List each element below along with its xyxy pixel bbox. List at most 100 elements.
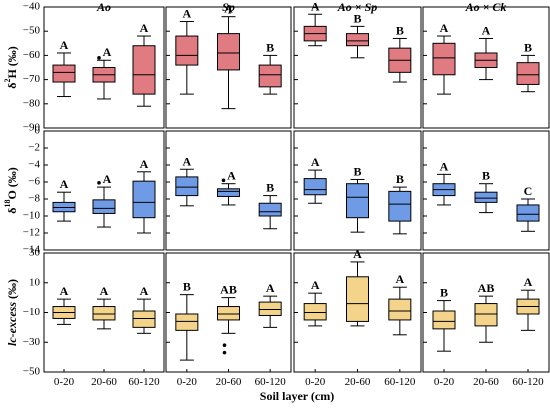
panel-title-0-part-0: Ao — [96, 0, 111, 14]
iqr-box — [303, 178, 327, 196]
x-tick-label-20-60: 20-60 — [216, 376, 242, 388]
significance-letter: A — [482, 23, 491, 37]
y-tick-label-row-2-3: 10 — [29, 276, 41, 288]
iqr-box — [217, 33, 240, 71]
iqr-box — [52, 64, 76, 83]
significance-letter: A — [524, 275, 533, 289]
box-60-120: A — [516, 275, 540, 331]
panel-title-2: Ao × Sp — [337, 0, 378, 14]
significance-letter: AB — [220, 283, 237, 297]
outlier-point — [97, 181, 101, 185]
box-0-20: A — [175, 7, 199, 95]
box-60-120: C — [516, 184, 540, 232]
significance-letter: A — [140, 21, 149, 35]
significance-letter: B — [440, 286, 448, 300]
panel-title-0: Ao — [96, 0, 111, 14]
significance-letter: A — [182, 7, 191, 21]
significance-letter: A — [395, 272, 404, 286]
iqr-box — [175, 35, 199, 66]
significance-letter: A — [224, 2, 233, 16]
y-axis-label-row-0-part-1: 2 — [3, 79, 12, 83]
x-tick-label-0-20: 0-20 — [305, 376, 326, 388]
significance-letter: B — [266, 40, 274, 54]
box-0-20: A — [52, 284, 76, 325]
panel-frame — [422, 6, 550, 129]
y-tick-label-row-1-3: −8 — [28, 193, 40, 205]
iqr-box — [346, 276, 369, 322]
y-tick-label-row-0-3: −60 — [23, 49, 41, 61]
iqr-box — [132, 45, 156, 95]
significance-letter: A — [103, 45, 112, 59]
panel-r2-c0: A A A 0-20 20-60 60-120 — [43, 252, 165, 388]
significance-letter: A — [227, 169, 236, 183]
box-60-120: B — [388, 172, 412, 235]
iqr-box — [217, 306, 240, 321]
iqr-box — [474, 191, 498, 203]
x-tick-label-20-60: 20-60 — [473, 376, 499, 388]
panel-title-3-part-0: Ao — [465, 0, 480, 14]
panel-title-2-part-0: Ao — [337, 0, 352, 14]
panel-title-2-part-2: Sp — [365, 0, 378, 14]
significance-letter: B — [183, 280, 191, 294]
y-axis-label-row-1-part-2: O (‰) — [5, 167, 19, 199]
x-tick-label-0-20: 0-20 — [54, 376, 75, 388]
iqr-box — [258, 301, 282, 316]
outlier-point — [222, 343, 227, 348]
panel-r1-c1: A A B — [165, 130, 292, 251]
box-60-120: A — [388, 272, 412, 336]
y-axis-label-row-1: δ18O (‰) — [3, 167, 18, 214]
panel-frame — [422, 130, 550, 251]
significance-letter: A — [311, 0, 320, 13]
panel-r2-c3: B AB A 0-20 20-60 60-120 — [422, 252, 550, 388]
panel-title-2-part-1: × — [352, 0, 365, 14]
y-tick-label-row-1-2: −10 — [23, 210, 41, 222]
x-tick-label-60-120: 60-120 — [128, 376, 160, 388]
panel-frame — [165, 130, 292, 251]
panel-frame — [165, 6, 292, 129]
iqr-box — [346, 183, 369, 219]
x-tick-label-60-120: 60-120 — [512, 376, 544, 388]
x-axis-label: Soil layer (cm) — [260, 389, 334, 403]
significance-letter: B — [396, 23, 404, 37]
panel-r1-c3: A B C — [422, 130, 550, 251]
box-0-20: B — [432, 286, 456, 352]
box-0-20: A — [303, 0, 327, 47]
box-0-20: A — [52, 38, 76, 98]
box-0-20: A — [175, 154, 199, 207]
box-60-120: B — [388, 23, 412, 83]
box-20-60: AB — [474, 281, 498, 343]
x-tick-label-20-60: 20-60 — [91, 376, 117, 388]
significance-letter: B — [353, 11, 361, 25]
panel-title-1-part-0: Sp — [222, 0, 235, 14]
y-tick-label-row-1-6: −2 — [28, 142, 40, 154]
iqr-box — [175, 313, 199, 331]
significance-letter: A — [353, 247, 362, 261]
y-tick-label-row-0-4: −50 — [23, 25, 41, 37]
significance-letter: B — [524, 40, 532, 54]
box-20-60: A — [474, 23, 498, 81]
x-tick-label-20-60: 20-60 — [345, 376, 371, 388]
significance-letter: B — [353, 164, 361, 178]
panel-frame — [43, 130, 165, 251]
outlier-point — [221, 178, 226, 183]
panel-frame — [293, 6, 422, 129]
outlier-point — [97, 56, 101, 60]
significance-letter: A — [60, 38, 69, 52]
significance-letter: C — [524, 184, 533, 198]
significance-letter: A — [103, 172, 112, 186]
box-20-60: B — [346, 164, 369, 233]
panel-r0-c1: A A B Sp — [165, 0, 292, 129]
box-0-20: A — [303, 155, 327, 204]
y-axis-label-row-0: δ2H (‰) — [3, 46, 18, 89]
box-0-20: A — [432, 159, 456, 206]
box-20-60: A — [346, 247, 369, 327]
iqr-box — [303, 303, 327, 321]
iqr-box — [432, 310, 456, 330]
panel-frame — [43, 6, 165, 129]
box-20-60: A — [92, 284, 116, 330]
y-tick-label-row-1-7: 0 — [35, 125, 41, 137]
box-20-60: B — [346, 11, 369, 59]
panel-r1-c2: A B B — [293, 130, 422, 251]
y-tick-label-row-1-0: −14 — [23, 244, 41, 256]
